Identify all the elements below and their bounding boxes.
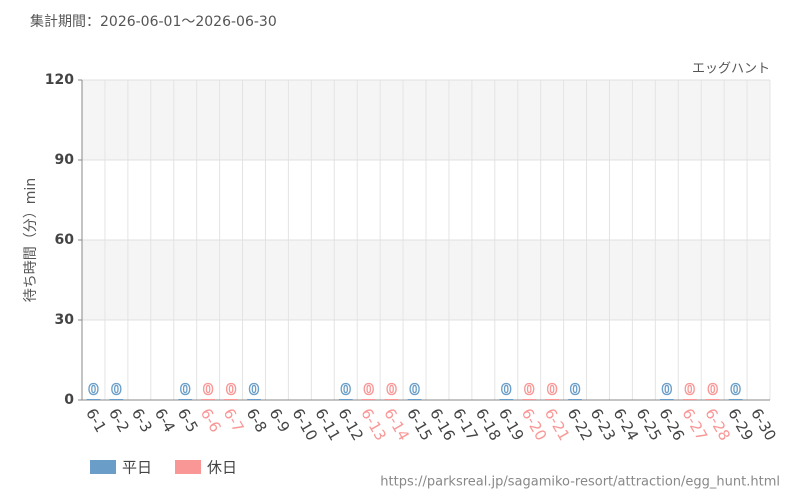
x-tick-label: 6-1 <box>82 405 110 435</box>
y-tick-label: 0 <box>64 392 74 408</box>
data-label: 0 <box>88 381 98 399</box>
y-tick-label: 90 <box>55 152 75 168</box>
bar <box>545 399 560 400</box>
legend-swatch <box>90 460 116 474</box>
y-tick-label: 30 <box>55 312 75 328</box>
bar <box>178 399 193 400</box>
y-axis-label: 待ち時間（分）min <box>23 178 39 302</box>
bar <box>338 399 353 400</box>
data-label: 0 <box>409 381 419 399</box>
data-label: 0 <box>226 381 236 399</box>
bar <box>109 399 124 400</box>
data-label: 0 <box>249 381 259 399</box>
data-label: 0 <box>341 381 351 399</box>
bar <box>224 399 238 400</box>
legend-label: 平日 <box>122 459 152 477</box>
bar <box>568 399 582 400</box>
x-tick-label: 6-5 <box>174 405 202 435</box>
data-label: 0 <box>707 381 717 399</box>
bar <box>201 399 216 400</box>
data-label: 0 <box>501 381 511 399</box>
data-label: 0 <box>524 381 534 399</box>
data-label: 0 <box>363 381 373 399</box>
x-tick-label: 6-8 <box>243 405 271 435</box>
bar <box>659 399 674 400</box>
x-tick-label: 6-9 <box>266 405 294 435</box>
bar <box>728 399 743 400</box>
y-tick-label: 60 <box>55 232 75 248</box>
bar <box>499 399 514 400</box>
bar <box>682 399 697 400</box>
x-tick-label: 6-6 <box>197 405 225 435</box>
data-label: 0 <box>111 381 121 399</box>
bar <box>86 399 101 400</box>
x-tick-label: 6-4 <box>151 405 179 435</box>
x-tick-label: 6-2 <box>105 405 133 435</box>
data-label: 0 <box>386 381 396 399</box>
data-label: 0 <box>685 381 695 399</box>
bar <box>247 399 261 400</box>
chart-title: 集計期間：2026-06-01～2026-06-30 <box>30 13 277 30</box>
y-tick-label: 120 <box>45 72 74 88</box>
data-label: 0 <box>547 381 557 399</box>
x-tick-label: 6-3 <box>128 405 156 435</box>
chart-subtitle: エッグハント <box>692 62 770 77</box>
data-label: 0 <box>662 381 672 399</box>
legend-label: 休日 <box>207 459 237 477</box>
data-label: 0 <box>730 381 740 399</box>
data-label: 0 <box>180 381 190 399</box>
source-url: https://parksreal.jp/sagamiko-resort/att… <box>380 475 780 490</box>
data-label: 0 <box>203 381 213 399</box>
data-label: 0 <box>570 381 580 399</box>
bar <box>705 399 720 400</box>
bar <box>361 399 376 400</box>
bar <box>407 399 422 400</box>
legend-swatch <box>175 460 201 474</box>
x-tick-label: 6-7 <box>220 405 248 435</box>
bar <box>384 399 399 400</box>
bar <box>522 399 537 400</box>
